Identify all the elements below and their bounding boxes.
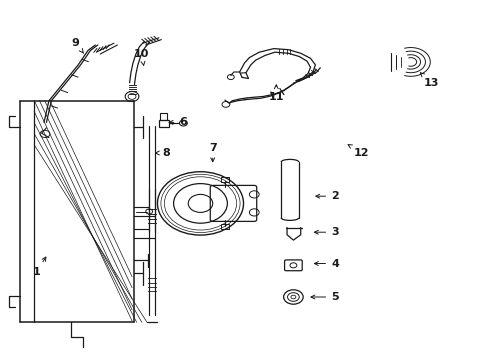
Text: 8: 8: [155, 148, 170, 158]
Text: 13: 13: [420, 73, 438, 88]
Text: 4: 4: [314, 258, 338, 269]
Text: 2: 2: [315, 191, 338, 201]
Text: 9: 9: [72, 38, 83, 53]
Bar: [221, 224, 229, 229]
Text: 3: 3: [314, 227, 338, 237]
Text: 1: 1: [33, 257, 46, 277]
Bar: [159, 120, 168, 127]
Text: 10: 10: [134, 49, 149, 65]
Text: 11: 11: [268, 85, 284, 102]
Text: 12: 12: [347, 145, 369, 158]
Text: 6: 6: [169, 117, 187, 127]
Bar: [221, 177, 229, 182]
Bar: [160, 113, 167, 120]
Text: 5: 5: [310, 292, 338, 302]
Text: 7: 7: [208, 143, 216, 162]
